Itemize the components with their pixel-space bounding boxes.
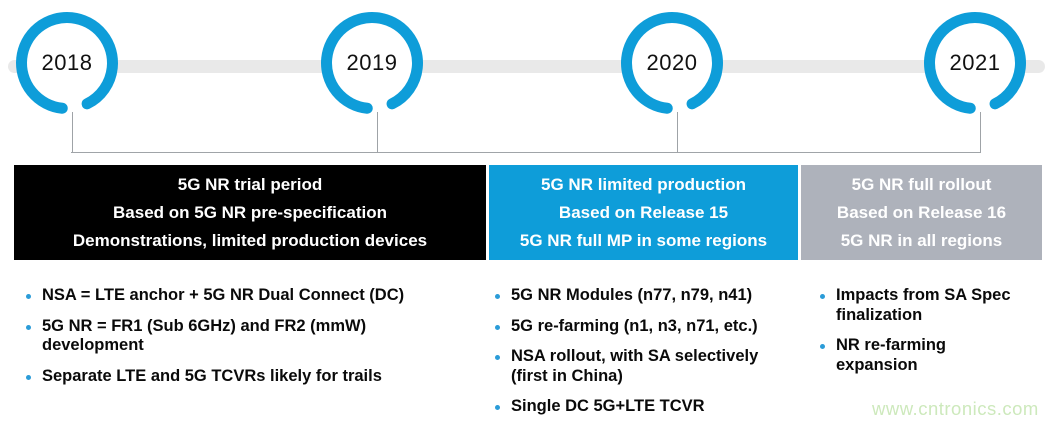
note-text: NSA = LTE anchor + 5G NR Dual Connect (D… bbox=[42, 286, 405, 304]
phase-line: 5G NR in all regions bbox=[840, 231, 1003, 250]
year-marker-2018: 2018 bbox=[12, 8, 122, 158]
phase-text-block: 5G NR trial period Based on 5G NR pre-sp… bbox=[14, 165, 486, 255]
year-drop-line bbox=[677, 112, 678, 153]
year-label: 2020 bbox=[646, 50, 698, 75]
bullet-icon bbox=[26, 324, 31, 330]
note-text: NSA rollout, with SA selectively (first … bbox=[511, 347, 759, 385]
phase-line: Based on Release 16 bbox=[836, 203, 1007, 222]
phase-text-block: 5G NR full rollout Based on Release 16 5… bbox=[801, 165, 1042, 255]
year-ring-icon bbox=[621, 12, 723, 114]
watermark-text: www.cntronics.com bbox=[872, 398, 1039, 419]
note-item: Single DC 5G+LTE TCVR bbox=[495, 397, 797, 417]
year-label: 2021 bbox=[949, 50, 1001, 75]
note-item: 5G NR = FR1 (Sub 6GHz) and FR2 (mmW) dev… bbox=[26, 317, 471, 356]
phase-line: Based on 5G NR pre-specification bbox=[113, 203, 387, 222]
year-drop-line bbox=[377, 112, 378, 153]
phase-box-trial-period: 5G NR trial period Based on 5G NR pre-sp… bbox=[14, 165, 486, 260]
notes-column-limited-production: 5G NR Modules (n77, n79, n41) 5G re-farm… bbox=[495, 286, 797, 424]
phase-line: 5G NR full rollout bbox=[851, 175, 992, 194]
phase-box-full-rollout: 5G NR full rollout Based on Release 16 5… bbox=[801, 165, 1042, 260]
bullet-icon bbox=[495, 294, 500, 299]
note-text: Single DC 5G+LTE TCVR bbox=[511, 397, 705, 415]
phase-text-block: 5G NR limited production Based on Releas… bbox=[489, 165, 798, 255]
year-marker-2021: 2021 bbox=[920, 8, 1030, 158]
year-marker-2020: 2020 bbox=[617, 8, 727, 158]
year-ring-icon bbox=[16, 12, 118, 114]
year-label: 2019 bbox=[346, 50, 398, 75]
note-text: 5G re-farming (n1, n3, n71, etc.) bbox=[511, 316, 758, 335]
year-label: 2018 bbox=[41, 50, 93, 75]
note-item: Separate LTE and 5G TCVRs likely for tra… bbox=[26, 367, 471, 387]
timeline-connector-line bbox=[71, 152, 980, 153]
bullet-icon bbox=[26, 294, 31, 299]
bullet-icon bbox=[495, 324, 500, 330]
note-item: 5G re-farming (n1, n3, n71, etc.) bbox=[495, 317, 797, 337]
note-item: 5G NR Modules (n77, n79, n41) bbox=[495, 286, 797, 306]
year-drop-line bbox=[980, 112, 981, 153]
phase-line: 5G NR full MP in some regions bbox=[519, 231, 768, 250]
bullet-icon bbox=[495, 405, 500, 410]
note-text: 5G NR = FR1 (Sub 6GHz) and FR2 (mmW) dev… bbox=[42, 316, 367, 355]
bullet-icon bbox=[26, 374, 31, 380]
phase-line: Based on Release 15 bbox=[558, 203, 729, 222]
timeline-axis bbox=[8, 60, 1045, 73]
note-text: 5G NR Modules (n77, n79, n41) bbox=[511, 286, 753, 304]
note-item: NSA = LTE anchor + 5G NR Dual Connect (D… bbox=[26, 286, 471, 306]
year-ring-icon bbox=[321, 12, 423, 114]
phase-line: 5G NR trial period bbox=[177, 175, 323, 194]
note-item: Impacts from SA Spec finalization bbox=[820, 286, 1025, 325]
note-text: NR re-farming expansion bbox=[836, 336, 947, 374]
notes-column-full-rollout: Impacts from SA Spec finalization NR re-… bbox=[820, 286, 1025, 386]
bullet-icon bbox=[820, 294, 825, 299]
notes-column-trial-period: NSA = LTE anchor + 5G NR Dual Connect (D… bbox=[26, 286, 471, 397]
phase-line: Demonstrations, limited production devic… bbox=[72, 231, 428, 250]
note-item: NR re-farming expansion bbox=[820, 336, 1025, 375]
bullet-icon bbox=[495, 355, 500, 360]
note-text: Impacts from SA Spec finalization bbox=[836, 286, 1011, 324]
year-ring-icon bbox=[924, 12, 1026, 114]
note-text: Separate LTE and 5G TCVRs likely for tra… bbox=[42, 366, 382, 385]
year-drop-line bbox=[72, 112, 73, 153]
bullet-icon bbox=[820, 344, 825, 349]
phase-line: 5G NR limited production bbox=[541, 175, 746, 194]
note-item: NSA rollout, with SA selectively (first … bbox=[495, 347, 797, 386]
phase-box-limited-production: 5G NR limited production Based on Releas… bbox=[489, 165, 798, 260]
year-marker-2019: 2019 bbox=[317, 8, 427, 158]
